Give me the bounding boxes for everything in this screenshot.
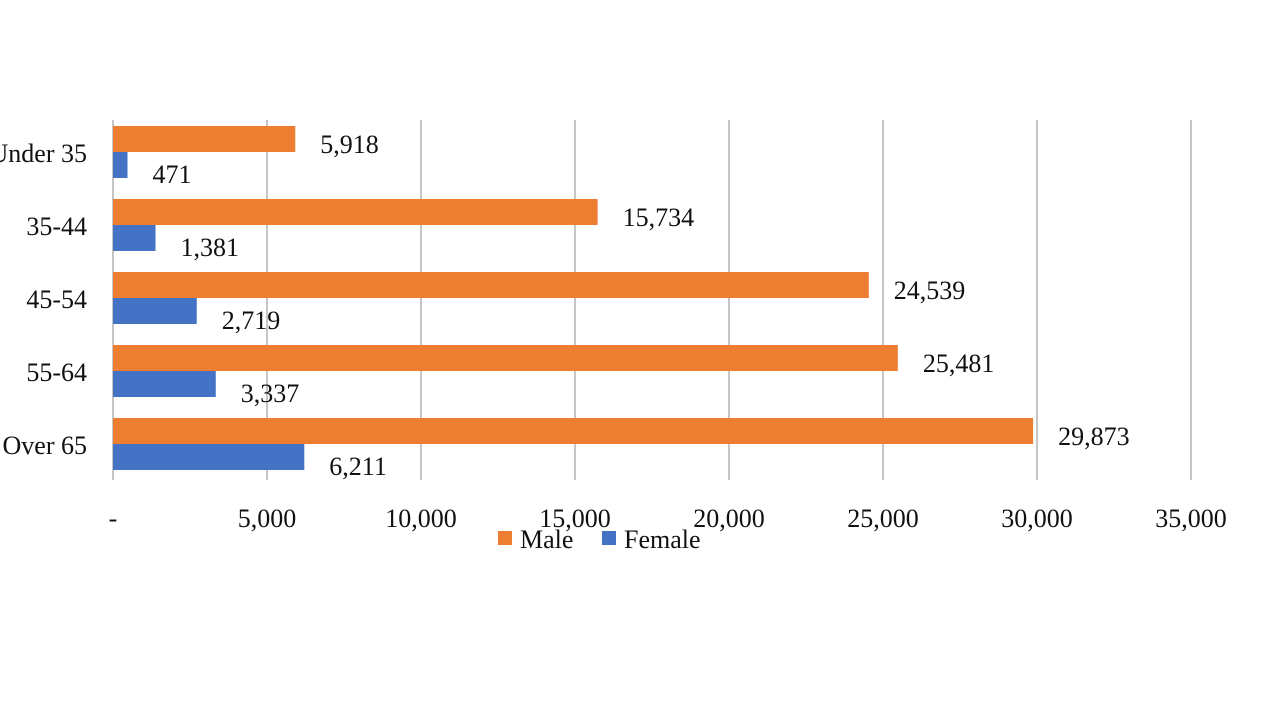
legend-label-male: Male — [520, 525, 573, 554]
data-label-female: 6,211 — [329, 452, 387, 481]
data-label-male: 25,481 — [923, 349, 995, 378]
x-tick-label: 20,000 — [693, 504, 765, 533]
legend-swatch-female — [602, 531, 616, 545]
x-tick-label: - — [109, 504, 118, 533]
category-label: Over 65 — [3, 431, 87, 460]
x-tick-label: 15,000 — [539, 504, 611, 533]
x-tick-label: 35,000 — [1155, 504, 1227, 533]
data-label-male: 5,918 — [320, 130, 379, 159]
data-label-male: 24,539 — [894, 276, 966, 305]
bar-female-3 — [113, 371, 216, 397]
x-tick-label: 25,000 — [847, 504, 919, 533]
legend-label-female: Female — [624, 525, 701, 554]
bar-male-4 — [113, 418, 1034, 444]
data-label-male: 29,873 — [1058, 422, 1130, 451]
data-label-female: 3,337 — [241, 379, 300, 408]
data-label-female: 1,381 — [181, 233, 240, 262]
bar-female-2 — [113, 298, 197, 324]
data-label-female: 471 — [153, 160, 192, 189]
bar-female-1 — [113, 225, 156, 251]
category-label: 45-54 — [26, 285, 87, 314]
category-label: 35-44 — [26, 212, 87, 241]
category-label: 55-64 — [26, 358, 87, 387]
data-label-female: 2,719 — [222, 306, 280, 335]
x-tick-label: 10,000 — [385, 504, 457, 533]
legend-swatch-male — [498, 531, 512, 545]
bar-male-3 — [113, 345, 898, 371]
bar-male-1 — [113, 199, 598, 225]
bar-male-2 — [113, 272, 869, 298]
x-tick-label: 5,000 — [238, 504, 297, 533]
category-label: Under 35 — [0, 139, 87, 168]
bar-female-4 — [113, 444, 305, 470]
bar-female-0 — [113, 152, 128, 178]
bar-male-0 — [113, 126, 296, 152]
x-tick-label: 30,000 — [1001, 504, 1073, 533]
data-label-male: 15,734 — [623, 203, 695, 232]
